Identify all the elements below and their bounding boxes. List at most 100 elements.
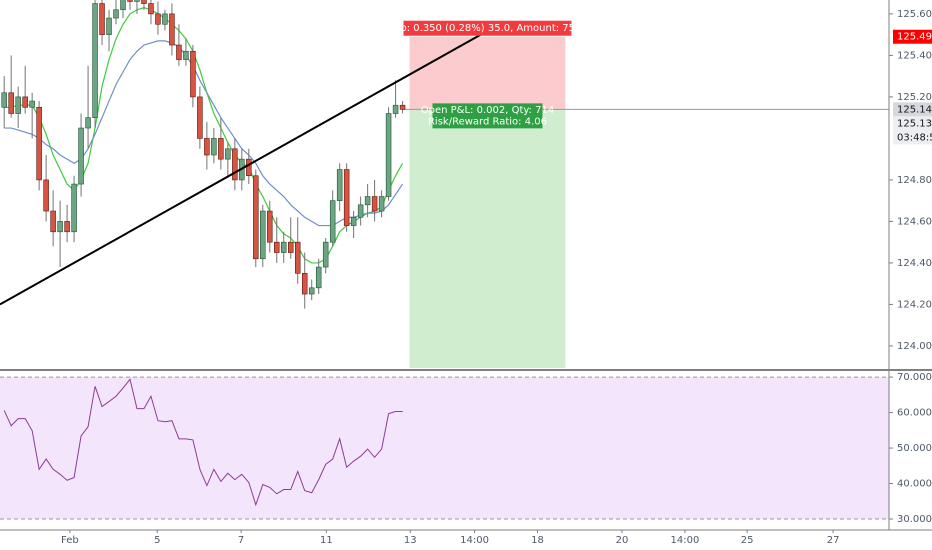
- x-tick-label: 14:00: [460, 535, 489, 546]
- y-tick-label: 124.400: [897, 258, 932, 269]
- y-tick-label: 60.0000: [897, 408, 932, 419]
- stop-label-box: [403, 20, 572, 36]
- stop-label: Stop: 0.350 (0.28%) 35.0, Amount: 750.1: [384, 23, 591, 34]
- x-tick-label: 11: [320, 535, 333, 546]
- candle-body: [350, 216, 357, 226]
- candle-body: [1, 92, 7, 108]
- moving-average: [4, 7, 404, 264]
- candle-body: [392, 104, 399, 114]
- x-tick-label: 5: [154, 535, 160, 546]
- candle-body: [260, 210, 266, 260]
- candle-body: [176, 44, 182, 60]
- candle-body: [15, 96, 21, 114]
- candle-body: [378, 196, 385, 212]
- y-tick-label: 30.0000: [897, 514, 932, 525]
- candle-body: [127, 0, 133, 2]
- countdown-label: 03:48:51: [897, 132, 932, 143]
- candle-body: [336, 169, 343, 201]
- candle-body: [225, 148, 231, 160]
- candle-body: [43, 179, 49, 212]
- candle-body: [301, 272, 308, 295]
- candle-body: [71, 183, 77, 233]
- price-axis-bg: [889, 0, 932, 370]
- candle-body: [141, 0, 147, 4]
- candle-body: [246, 158, 252, 177]
- target-zone: [409, 109, 566, 368]
- candle-body: [162, 13, 168, 25]
- last-price-box: [893, 116, 932, 145]
- x-tick-label: Feb: [61, 535, 79, 546]
- rsi-line: [3, 378, 403, 507]
- candle-body: [78, 127, 84, 185]
- last-price-label: 125.138: [897, 118, 932, 129]
- candle-body: [50, 210, 56, 233]
- price-label-box: [893, 29, 932, 44]
- candle-body: [253, 175, 259, 260]
- candle-body: [364, 196, 371, 206]
- candle-body: [197, 96, 203, 139]
- y-tick-label: 40.0000: [897, 479, 932, 490]
- candle-body: [155, 13, 161, 25]
- candle-body: [29, 100, 35, 108]
- candle-body: [64, 221, 70, 233]
- rr-label: Risk/Reward Ratio: 4.06: [428, 116, 547, 127]
- candle-body: [204, 138, 210, 156]
- y-tick-label: 50.0000: [897, 443, 932, 454]
- candle-body: [92, 3, 98, 118]
- y-tick-label: 124.000: [897, 341, 932, 352]
- candle-body: [57, 221, 63, 233]
- stop-zone: [409, 36, 566, 110]
- candle-body: [322, 241, 329, 268]
- x-tick-label: 7: [238, 535, 244, 546]
- y-tick-label: 124.200: [897, 299, 932, 310]
- y-tick-label: 124.600: [897, 216, 932, 227]
- candle-body: [281, 241, 287, 253]
- trend-line: [0, 31, 485, 306]
- rsi-band: [0, 377, 889, 520]
- target-label-box: [432, 103, 543, 129]
- price-axis-bg: [889, 371, 932, 530]
- price-label: 125.490: [897, 32, 932, 43]
- candle-body: [113, 9, 119, 19]
- x-tick-label: 20: [616, 535, 629, 546]
- candle-body: [308, 287, 315, 295]
- candle-body: [36, 106, 42, 181]
- price-label-box: [893, 102, 932, 117]
- y-tick-label: 125.400: [897, 50, 932, 61]
- candle-body: [294, 241, 301, 274]
- pnl-label: Open P&L: 0.002, Qty: 714: [421, 105, 554, 116]
- x-tick-label: 25: [741, 535, 754, 546]
- x-tick-label: 14:00: [671, 535, 700, 546]
- x-tick-label: 27: [827, 535, 840, 546]
- candle-body: [99, 3, 105, 35]
- candle-body: [274, 241, 280, 253]
- candle-body: [287, 241, 294, 253]
- candle-body: [22, 96, 28, 108]
- candle-body: [267, 210, 273, 243]
- candle-body: [85, 117, 91, 129]
- candle-body: [183, 50, 189, 60]
- candle-body: [106, 17, 112, 35]
- candle-body: [357, 204, 364, 218]
- candle-body: [148, 3, 154, 15]
- candle-body: [134, 0, 140, 2]
- candle-body: [315, 266, 322, 289]
- candle-body: [343, 169, 350, 226]
- y-tick-label: 124.800: [897, 175, 932, 186]
- candle-body: [371, 196, 378, 212]
- candle-body: [211, 138, 217, 156]
- candle-body: [232, 148, 238, 181]
- candle-body: [399, 104, 406, 110]
- candle-body: [329, 200, 336, 243]
- candle-body: [169, 13, 175, 46]
- candle-body: [218, 138, 224, 160]
- moving-average: [4, 40, 404, 227]
- candle-body: [120, 0, 126, 11]
- y-tick-label: 70.0000: [897, 372, 932, 383]
- x-tick-label: 18: [531, 535, 544, 546]
- price-label: 125.140: [897, 104, 932, 115]
- y-tick-label: 125.600: [897, 9, 932, 20]
